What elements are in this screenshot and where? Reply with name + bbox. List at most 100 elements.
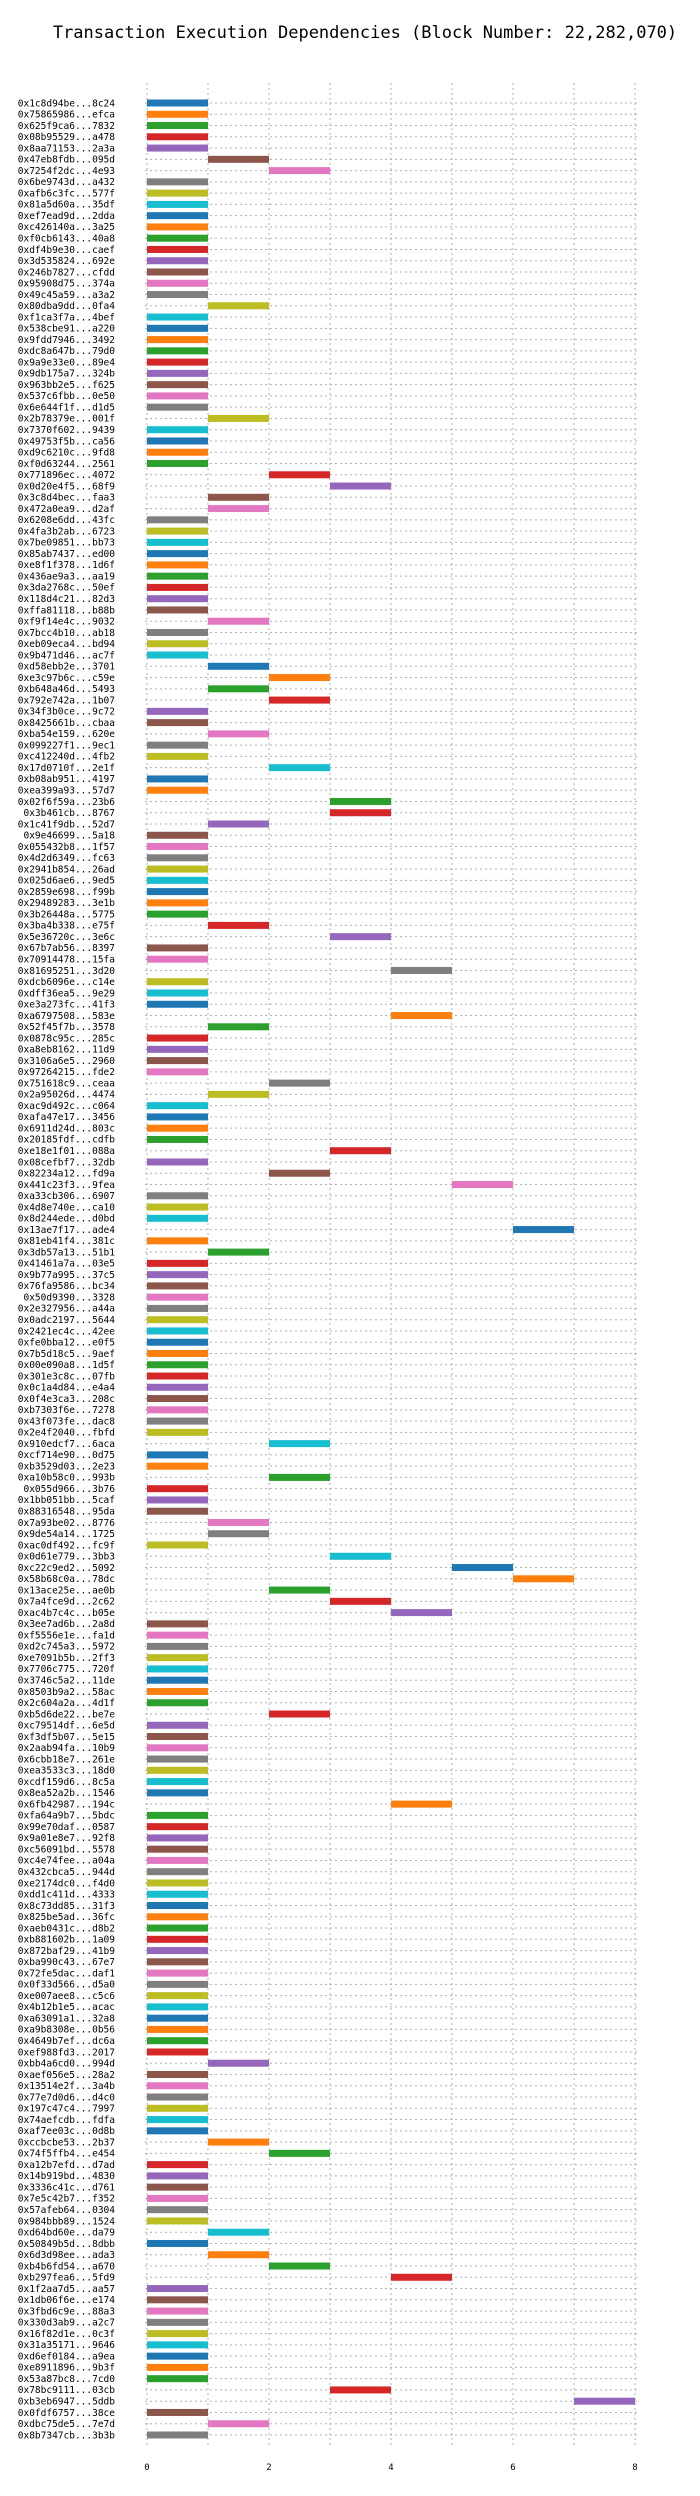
y-tick-label: 0x625f9ca6...7832 xyxy=(18,121,115,132)
transaction-bar xyxy=(147,719,208,727)
y-tick-label: 0xa12b7efd...d7ad xyxy=(18,2160,115,2171)
transaction-bar xyxy=(208,1248,269,1256)
transaction-bar xyxy=(330,933,391,941)
y-tick-label: 0x2c604a2a...4d1f xyxy=(18,1698,115,1709)
y-tick-label: 0xafb6c3fc...577f xyxy=(18,188,115,199)
transaction-bar xyxy=(147,403,208,411)
y-tick-label: 0x6208e6dd...43fc xyxy=(18,515,115,526)
transaction-bar xyxy=(147,606,208,614)
y-tick-label: 0xaf7ee03c...0d8b xyxy=(18,2126,116,2137)
transaction-bar xyxy=(269,764,330,772)
transaction-bar xyxy=(147,2014,208,2022)
transaction-bar xyxy=(208,505,269,513)
transaction-bar xyxy=(147,2048,208,2056)
y-tick-label: 0xafa47e17...3456 xyxy=(18,1112,116,1123)
y-tick-label: 0xdf4b9e30...caef xyxy=(18,245,115,256)
y-tick-label: 0xe3c97b6c...c59e xyxy=(18,673,116,684)
transaction-bar xyxy=(208,2059,269,2067)
transaction-bar xyxy=(147,1203,208,1211)
x-tick-label: 6 xyxy=(510,2463,515,2473)
transaction-bar xyxy=(147,583,208,591)
y-tick-label: 0x17d0710f...2e1f xyxy=(18,763,115,774)
y-tick-label: 0xb4b6fd54...a670 xyxy=(18,2261,116,2272)
transaction-bar xyxy=(147,426,208,434)
y-tick-label: 0x5e36720c...3e6c xyxy=(18,932,115,943)
y-tick-label: 0x9a9e33e0...89e4 xyxy=(18,357,116,368)
y-tick-label: 0xb648a46d...5493 xyxy=(18,684,115,695)
y-tick-label: 0xb08ab951...4197 xyxy=(18,774,115,785)
y-tick-label: 0x43f073fe...dac8 xyxy=(18,1416,116,1427)
transaction-bar xyxy=(147,1665,208,1673)
y-tick-label: 0xe8f1f378...1d6f xyxy=(18,560,115,571)
transaction-bar xyxy=(147,2025,208,2033)
transaction-bar xyxy=(147,369,208,377)
transaction-bar xyxy=(147,944,208,952)
y-tick-label: 0x197c47c4...7997 xyxy=(18,2104,115,2115)
y-tick-label: 0x099227f1...9ec1 xyxy=(18,740,116,751)
y-tick-label: 0x0f33d566...d5a0 xyxy=(18,1980,116,1991)
y-tick-label: 0xf3df5b07...5e15 xyxy=(18,1732,115,1743)
y-tick-label: 0x58b68c0a...78dc xyxy=(18,1574,115,1585)
transaction-bar xyxy=(147,786,208,794)
y-tick-label: 0x118d4c21...82d3 xyxy=(18,594,115,605)
y-tick-label: 0xb7303f6e...7278 xyxy=(18,1405,116,1416)
transaction-bar xyxy=(147,2296,208,2304)
y-tick-label: 0x1bb051bb...5caf xyxy=(18,1495,115,1506)
transaction-bar xyxy=(391,1609,452,1617)
transaction-bar xyxy=(147,1620,208,1628)
transaction-bar xyxy=(147,1642,208,1650)
transaction-bar xyxy=(208,617,269,625)
y-tick-label: 0xf5556e1e...fa1d xyxy=(18,1630,115,1641)
transaction-bar xyxy=(147,2431,208,2439)
transaction-bar xyxy=(208,1518,269,1526)
y-tick-label: 0x0d20e4f5...68f9 xyxy=(18,481,116,492)
x-tick-label: 4 xyxy=(388,2463,393,2473)
transaction-bar xyxy=(391,966,452,974)
y-tick-label: 0xac0df492...fc9f xyxy=(18,1540,115,1551)
y-tick-label: 0x3fbd6c9e...88a3 xyxy=(18,2306,115,2317)
y-tick-label: 0x81eb41f4...381c xyxy=(18,1236,115,1247)
y-tick-label: 0x9db175a7...324b xyxy=(18,369,116,380)
y-tick-label: 0x34f3b0ce...9c72 xyxy=(18,707,115,718)
transaction-bar xyxy=(147,707,208,715)
y-tick-label: 0x57afeb64...0304 xyxy=(18,2205,116,2216)
transaction-bar xyxy=(147,313,208,321)
transaction-bar xyxy=(147,752,208,760)
transaction-bar xyxy=(208,662,269,670)
transaction-bar xyxy=(147,1462,208,1470)
y-tick-label: 0xef988fd3...2017 xyxy=(18,2047,115,2058)
y-tick-label: 0x1c8d94be...8c24 xyxy=(18,98,116,109)
transaction-bar xyxy=(330,2386,391,2394)
y-tick-label: 0x330d3ab9...a2c7 xyxy=(18,2318,115,2329)
transaction-bar xyxy=(147,1158,208,1166)
transaction-bar xyxy=(147,110,208,118)
y-tick-label: 0xef7ead9d...2dda xyxy=(18,211,115,222)
transaction-bar xyxy=(147,1406,208,1414)
y-tick-label: 0x0adc2197...5644 xyxy=(18,1315,116,1326)
transaction-bar xyxy=(147,1969,208,1977)
y-tick-label: 0x13ace25e...ae0b xyxy=(18,1585,116,1596)
transaction-bar xyxy=(147,1924,208,1932)
y-tick-label: 0x70914478...15fa xyxy=(18,954,115,965)
transaction-bar xyxy=(147,1845,208,1853)
y-tick-label: 0x3c8d4bec...faa3 xyxy=(18,493,115,504)
y-tick-label: 0x246b7827...cfdd xyxy=(18,267,115,278)
y-tick-label: 0x1c41f9db...52d7 xyxy=(18,819,115,830)
transaction-bar xyxy=(147,1034,208,1042)
y-tick-label: 0x3d535824...692e xyxy=(18,256,116,267)
transaction-bar xyxy=(330,1552,391,1560)
y-tick-label: 0xba54e159...620e xyxy=(18,729,116,740)
transaction-bar xyxy=(208,1023,269,1031)
y-tick-label: 0x29489283...3e1b xyxy=(18,898,116,909)
transaction-bar xyxy=(147,1676,208,1684)
y-tick-label: 0x910edcf7...6aca xyxy=(18,1439,115,1450)
y-tick-label: 0x8ea52a2b...1546 xyxy=(18,1788,116,1799)
y-tick-label: 0xea3533c3...18d0 xyxy=(18,1766,116,1777)
transaction-bar xyxy=(269,167,330,175)
transaction-bar xyxy=(147,324,208,332)
transaction-bar xyxy=(330,1147,391,1155)
y-tick-label: 0xb3529d03...2e23 xyxy=(18,1461,115,1472)
y-tick-label: 0x78bc9111...03cb xyxy=(18,2385,116,2396)
y-tick-label: 0x537c6fbb...0e50 xyxy=(18,391,116,402)
transaction-bar xyxy=(269,1586,330,1594)
